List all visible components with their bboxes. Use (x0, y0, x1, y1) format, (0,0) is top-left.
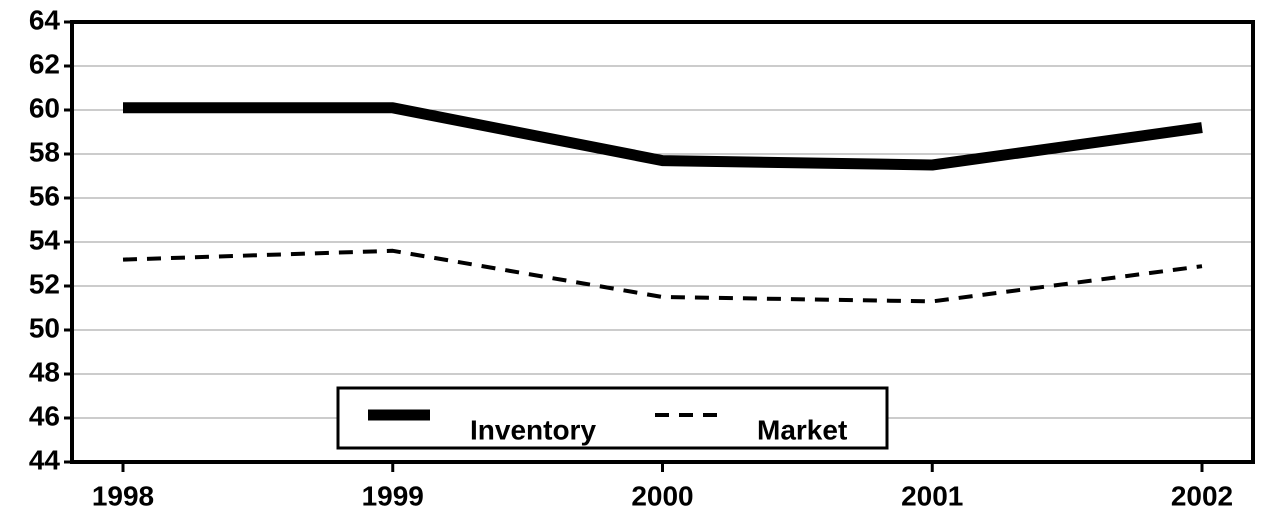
plot-frame (70, 20, 1255, 464)
y-tick-label: 64 (29, 4, 61, 35)
y-tick-label: 56 (29, 180, 60, 211)
legend-label: Inventory (470, 414, 596, 445)
x-tick-label: 2002 (1171, 480, 1233, 511)
y-tick-label: 60 (29, 92, 60, 123)
series-line (123, 102, 1203, 171)
legend-label: Market (757, 414, 847, 445)
y-tick-label: 58 (29, 136, 60, 167)
series-line (122, 248, 1203, 304)
y-tick-label: 54 (29, 224, 61, 255)
x-tick-label: 1998 (92, 480, 154, 511)
y-tick-label: 50 (29, 312, 60, 343)
x-tick-label: 2000 (631, 480, 693, 511)
y-tick-label: 44 (29, 444, 61, 475)
y-tick-label: 46 (29, 400, 60, 431)
x-tick-label: 2001 (901, 480, 963, 511)
y-tick-label: 48 (29, 356, 60, 387)
x-tick-label: 1999 (362, 480, 424, 511)
y-tick-label: 62 (29, 48, 60, 79)
y-tick-label: 52 (29, 268, 60, 299)
